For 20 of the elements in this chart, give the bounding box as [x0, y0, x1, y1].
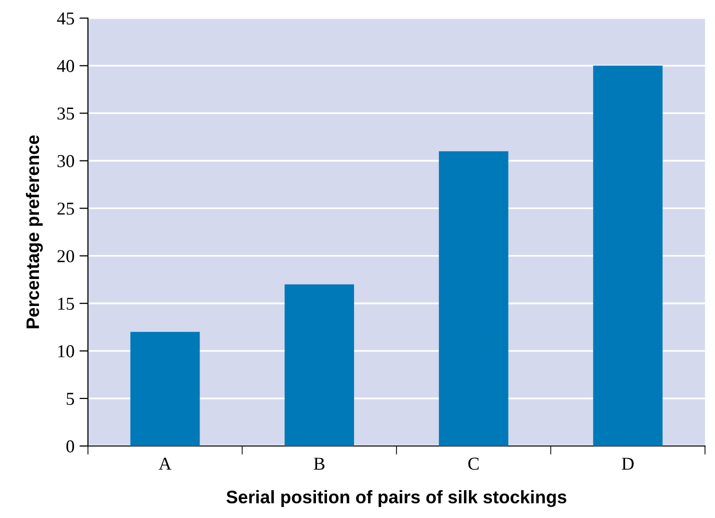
x-tick-label: C	[468, 458, 479, 470]
x-axis-title: Serial position of pairs of silk stockings	[226, 490, 566, 508]
y-axis-title: Percentage preference	[26, 135, 43, 328]
y-tick-label: 10	[58, 345, 74, 358]
bar	[438, 151, 508, 446]
y-tick-label: 45	[57, 12, 74, 25]
y-tick-label: 5	[66, 392, 74, 405]
y-tick-label: 35	[58, 108, 74, 120]
y-tick-label: 0	[66, 440, 74, 452]
bar	[284, 284, 354, 446]
y-tick-label: 15	[58, 298, 74, 310]
y-tick-label: 30	[58, 155, 74, 168]
bar	[593, 66, 663, 446]
x-tick-label: B	[314, 458, 324, 470]
y-tick-label: 25	[57, 202, 74, 215]
y-tick-label: 40	[57, 60, 74, 72]
y-tick-label: 20	[57, 250, 74, 262]
x-tick-label: D	[622, 458, 634, 470]
bar	[130, 332, 200, 446]
x-tick-label: A	[158, 458, 172, 470]
